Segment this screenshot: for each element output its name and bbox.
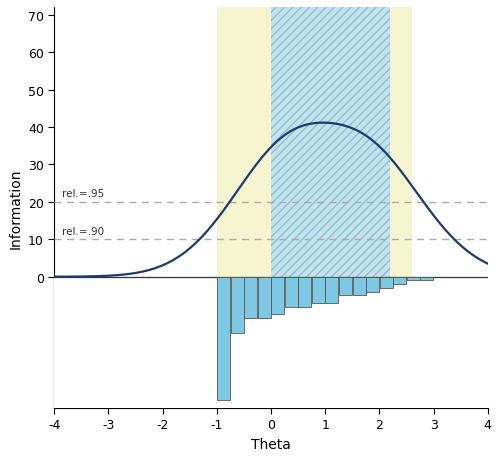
- Bar: [298, 277, 312, 307]
- Bar: [406, 277, 420, 281]
- Bar: [244, 277, 257, 318]
- Text: rel.=.90: rel.=.90: [62, 226, 104, 236]
- Bar: [352, 277, 366, 296]
- Bar: [217, 8, 271, 277]
- Bar: [380, 277, 392, 288]
- Bar: [272, 277, 284, 314]
- Y-axis label: Information: Information: [8, 168, 22, 248]
- Bar: [54, 277, 488, 408]
- Bar: [258, 277, 270, 318]
- Bar: [285, 277, 298, 307]
- Bar: [393, 277, 406, 285]
- Bar: [326, 277, 338, 303]
- Bar: [217, 277, 230, 400]
- X-axis label: Theta: Theta: [251, 437, 291, 451]
- Bar: [339, 277, 352, 296]
- Bar: [271, 8, 390, 277]
- Bar: [390, 8, 412, 277]
- Bar: [420, 277, 434, 281]
- Bar: [230, 277, 243, 333]
- Text: rel.=.95: rel.=.95: [62, 189, 104, 199]
- Bar: [366, 277, 379, 292]
- Bar: [312, 277, 325, 303]
